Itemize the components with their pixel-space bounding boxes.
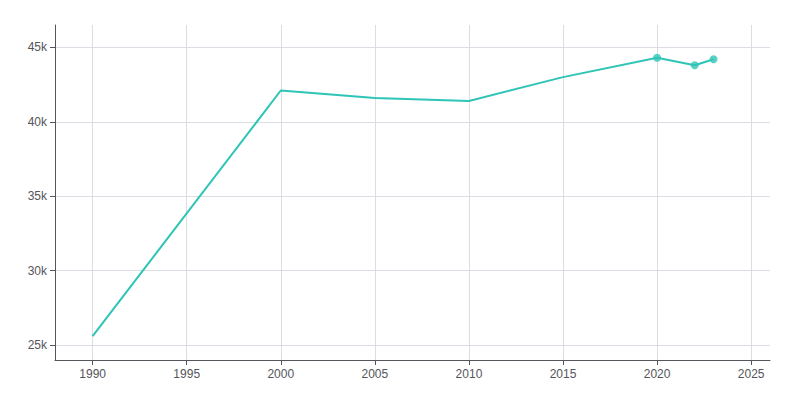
svg-text:1995: 1995: [173, 367, 200, 381]
svg-text:2020: 2020: [644, 367, 671, 381]
svg-text:40k: 40k: [28, 115, 48, 129]
svg-text:45k: 45k: [28, 40, 48, 54]
svg-text:2005: 2005: [362, 367, 389, 381]
svg-text:35k: 35k: [28, 189, 48, 203]
svg-text:2010: 2010: [456, 367, 483, 381]
svg-text:2000: 2000: [267, 367, 294, 381]
svg-text:2025: 2025: [738, 367, 765, 381]
svg-text:2015: 2015: [550, 367, 577, 381]
svg-text:30k: 30k: [28, 264, 48, 278]
svg-text:25k: 25k: [28, 338, 48, 352]
svg-text:1990: 1990: [79, 367, 106, 381]
